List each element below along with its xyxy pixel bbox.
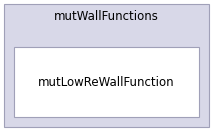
FancyBboxPatch shape [14, 47, 199, 117]
FancyBboxPatch shape [4, 4, 209, 127]
Text: mutWallFunctions: mutWallFunctions [54, 10, 159, 23]
Text: mutLowReWallFunction: mutLowReWallFunction [38, 75, 175, 89]
